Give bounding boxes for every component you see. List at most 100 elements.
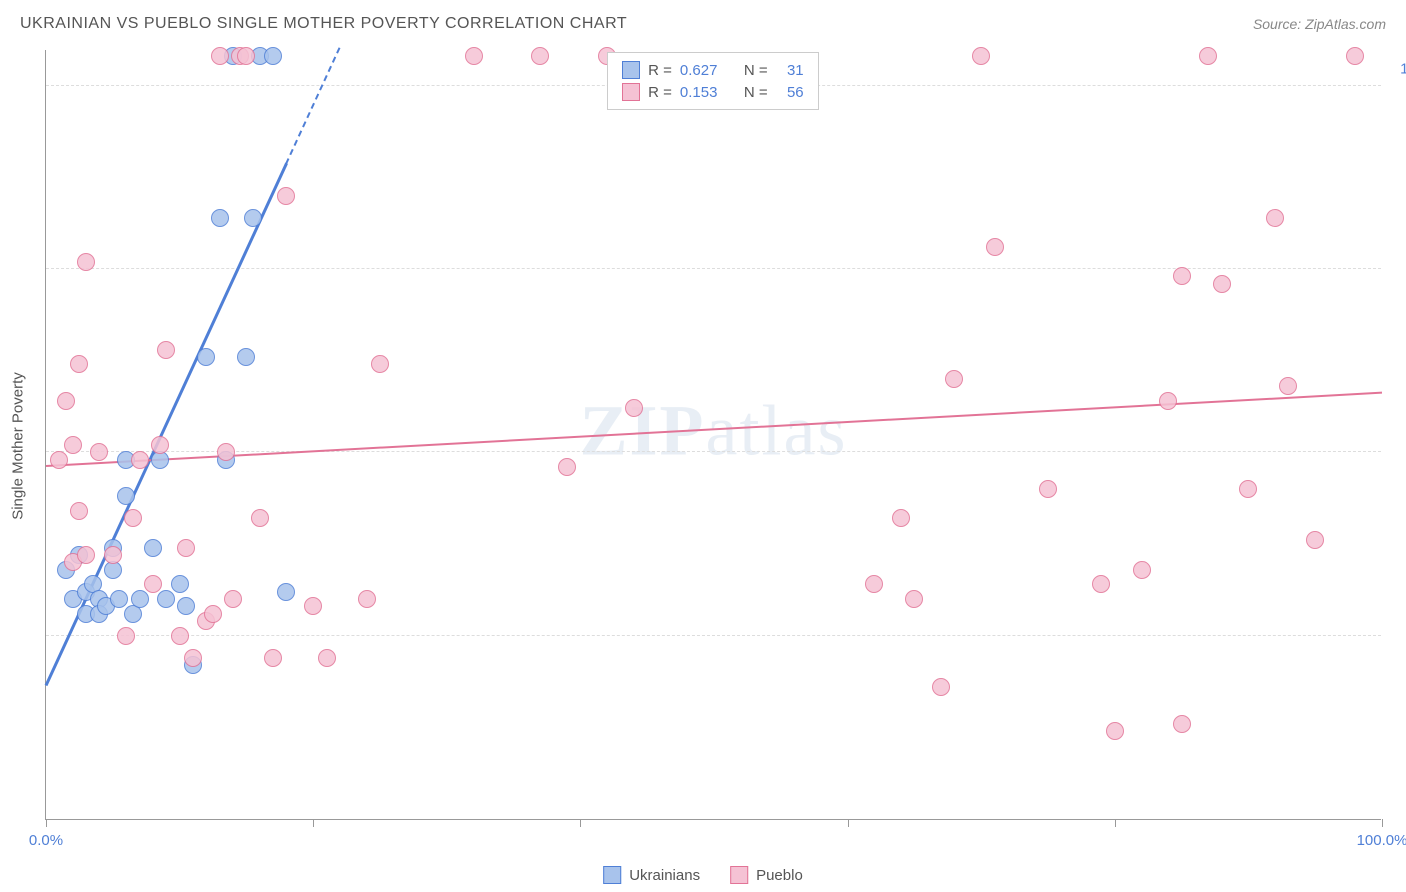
legend-row: R = 0.627 N = 31 [622,59,804,81]
data-point-pueblo [90,443,108,461]
legend-n-label: N = [744,84,768,101]
data-point-pueblo [905,590,923,608]
trend-line-pueblo [46,392,1382,467]
data-point-pueblo [1199,47,1217,65]
data-point-pueblo [237,47,255,65]
data-point-pueblo [77,253,95,271]
data-point-ukrainians [177,597,195,615]
data-point-pueblo [224,590,242,608]
data-point-pueblo [184,649,202,667]
data-point-pueblo [144,575,162,593]
watermark-part2: atlas [706,390,848,470]
grid-line [46,635,1381,636]
data-point-pueblo [217,443,235,461]
legend-row: R =0.153N =56 [622,81,804,103]
y-tick-label: 25.0% [1391,610,1406,627]
data-point-ukrainians [144,539,162,557]
chart-title: UKRAINIAN VS PUEBLO SINGLE MOTHER POVERT… [20,15,627,33]
data-point-pueblo [1266,209,1284,227]
data-point-pueblo [157,341,175,359]
data-point-pueblo [124,509,142,527]
data-point-pueblo [1239,480,1257,498]
data-point-pueblo [211,47,229,65]
data-point-pueblo [865,575,883,593]
x-tick [313,819,314,827]
legend-label: Pueblo [756,867,803,884]
data-point-pueblo [204,605,222,623]
x-tick [46,819,47,827]
legend-bottom: Ukrainians Pueblo [603,866,803,884]
grid-line [46,451,1381,452]
y-axis-title: Single Mother Poverty [10,372,27,520]
x-tick [1115,819,1116,827]
data-point-pueblo [131,451,149,469]
data-point-pueblo [1213,275,1231,293]
legend-r-value: 0.627 [680,62,728,79]
legend-swatch [603,866,621,884]
legend-item: Pueblo [730,866,803,884]
data-point-pueblo [251,509,269,527]
data-point-ukrainians [244,209,262,227]
data-point-ukrainians [211,209,229,227]
x-tick-label: 0.0% [29,832,63,849]
data-point-pueblo [1159,392,1177,410]
data-point-ukrainians [117,487,135,505]
data-point-pueblo [371,355,389,373]
data-point-pueblo [1346,47,1364,65]
legend-n-value: 56 [776,84,804,101]
data-point-pueblo [465,47,483,65]
data-point-pueblo [558,458,576,476]
data-point-pueblo [1106,722,1124,740]
data-point-pueblo [932,678,950,696]
data-point-pueblo [64,436,82,454]
data-point-pueblo [50,451,68,469]
y-tick-label: 50.0% [1391,427,1406,444]
data-point-pueblo [1039,480,1057,498]
data-point-ukrainians [277,583,295,601]
data-point-pueblo [264,649,282,667]
legend-r-label: R = [648,62,672,79]
data-point-pueblo [77,546,95,564]
data-point-pueblo [625,399,643,417]
data-point-pueblo [1173,715,1191,733]
x-tick [848,819,849,827]
data-point-pueblo [318,649,336,667]
data-point-pueblo [1133,561,1151,579]
data-point-pueblo [171,627,189,645]
legend-swatch [622,61,640,79]
data-point-pueblo [151,436,169,454]
data-point-pueblo [1306,531,1324,549]
legend-n-label: N = [744,62,768,79]
data-point-ukrainians [197,348,215,366]
data-point-ukrainians [110,590,128,608]
legend-label: Ukrainians [629,867,700,884]
data-point-ukrainians [264,47,282,65]
data-point-pueblo [57,392,75,410]
data-point-pueblo [892,509,910,527]
data-point-pueblo [1092,575,1110,593]
data-point-pueblo [70,355,88,373]
data-point-pueblo [177,539,195,557]
data-point-pueblo [117,627,135,645]
y-tick-label: 100.0% [1391,60,1406,77]
data-point-pueblo [277,187,295,205]
y-tick-label: 75.0% [1391,244,1406,261]
chart-container: UKRAINIAN VS PUEBLO SINGLE MOTHER POVERT… [0,0,1406,892]
data-point-ukrainians [237,348,255,366]
plot-area: ZIPatlas 25.0%50.0%75.0%100.0%0.0%100.0%… [45,50,1381,820]
legend-n-value: 31 [776,62,804,79]
data-point-pueblo [358,590,376,608]
data-point-pueblo [70,502,88,520]
data-point-ukrainians [171,575,189,593]
x-tick [580,819,581,827]
data-point-ukrainians [131,590,149,608]
legend-swatch [730,866,748,884]
data-point-pueblo [986,238,1004,256]
data-point-pueblo [945,370,963,388]
data-point-ukrainians [157,590,175,608]
data-point-pueblo [1279,377,1297,395]
legend-r-value: 0.153 [680,84,728,101]
legend-correlation: R = 0.627 N = 31R = 0.153 N = 56 [607,52,819,110]
header: UKRAINIAN VS PUEBLO SINGLE MOTHER POVERT… [0,0,1406,48]
x-tick-label: 100.0% [1357,832,1406,849]
